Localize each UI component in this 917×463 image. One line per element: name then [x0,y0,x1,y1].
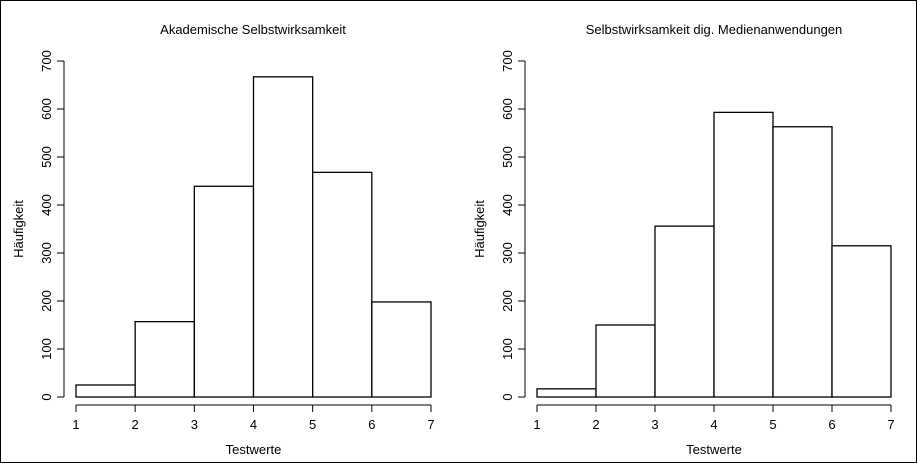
histogram-bar [75,384,136,398]
x-tick-label: 5 [309,417,316,432]
x-tick-label: 7 [887,417,894,432]
y-tick-label: 700 [500,50,515,72]
y-tick-label: 400 [500,194,515,216]
x-tick-label: 2 [132,417,139,432]
histogram-bar [654,225,715,398]
x-tick-label: 2 [592,417,599,432]
histogram-bar [713,111,774,398]
histogram-bar [772,126,833,398]
x-tick-label: 1 [72,417,79,432]
histogram-bar [831,245,892,398]
y-tick-label: 0 [39,393,54,400]
y-tick-label: 0 [500,393,515,400]
x-tick-label: 3 [651,417,658,432]
x-tick-label: 5 [769,417,776,432]
histogram-bar [371,301,432,398]
y-tick-label: 700 [39,50,54,72]
y-tick-label: 100 [39,338,54,360]
histogram-panel-akademische: Akademische Selbstwirksamkeit 1 2 3 4 5 6 7 Test… [11,22,435,457]
x-axis-label: Testwerte [686,442,742,457]
x-tick-label: 3 [191,417,198,432]
x-tick-label: 6 [828,417,835,432]
histogram-bar [134,320,195,398]
x-tick-label: 1 [533,417,540,432]
y-tick-label: 300 [500,242,515,264]
y-tick-label: 500 [500,146,515,168]
histogram-bar [252,76,314,398]
y-tick-label: 200 [39,290,54,312]
y-tick-label: 500 [39,146,54,168]
y-axis-label: Häufigkeit [11,200,26,258]
histogram-bar [312,171,373,398]
x-tick-label: 4 [710,417,717,432]
y-tick-label: 200 [500,290,515,312]
histogram-bar [595,324,656,398]
histogram-bar [193,185,255,398]
x-axis-label: Testwerte [226,442,282,457]
x-tick-label: 4 [250,417,257,432]
y-tick-label: 600 [500,98,515,120]
x-tick-label: 7 [427,417,434,432]
chart-title: Selbstwirksamkeit dig. Medienanwendungen [586,22,843,37]
chart-title: Akademische Selbstwirksamkeit [160,22,346,37]
y-tick-label: 100 [500,338,515,360]
y-tick-label: 600 [39,98,54,120]
histogram-bar [536,388,597,398]
x-tick-label: 6 [368,417,375,432]
y-tick-label: 300 [39,242,54,264]
histogram-panel-medien: Selbstwirksamkeit dig. Medienanwendungen… [472,22,895,457]
y-axis-label: Häufigkeit [472,200,487,258]
y-tick-label: 400 [39,194,54,216]
